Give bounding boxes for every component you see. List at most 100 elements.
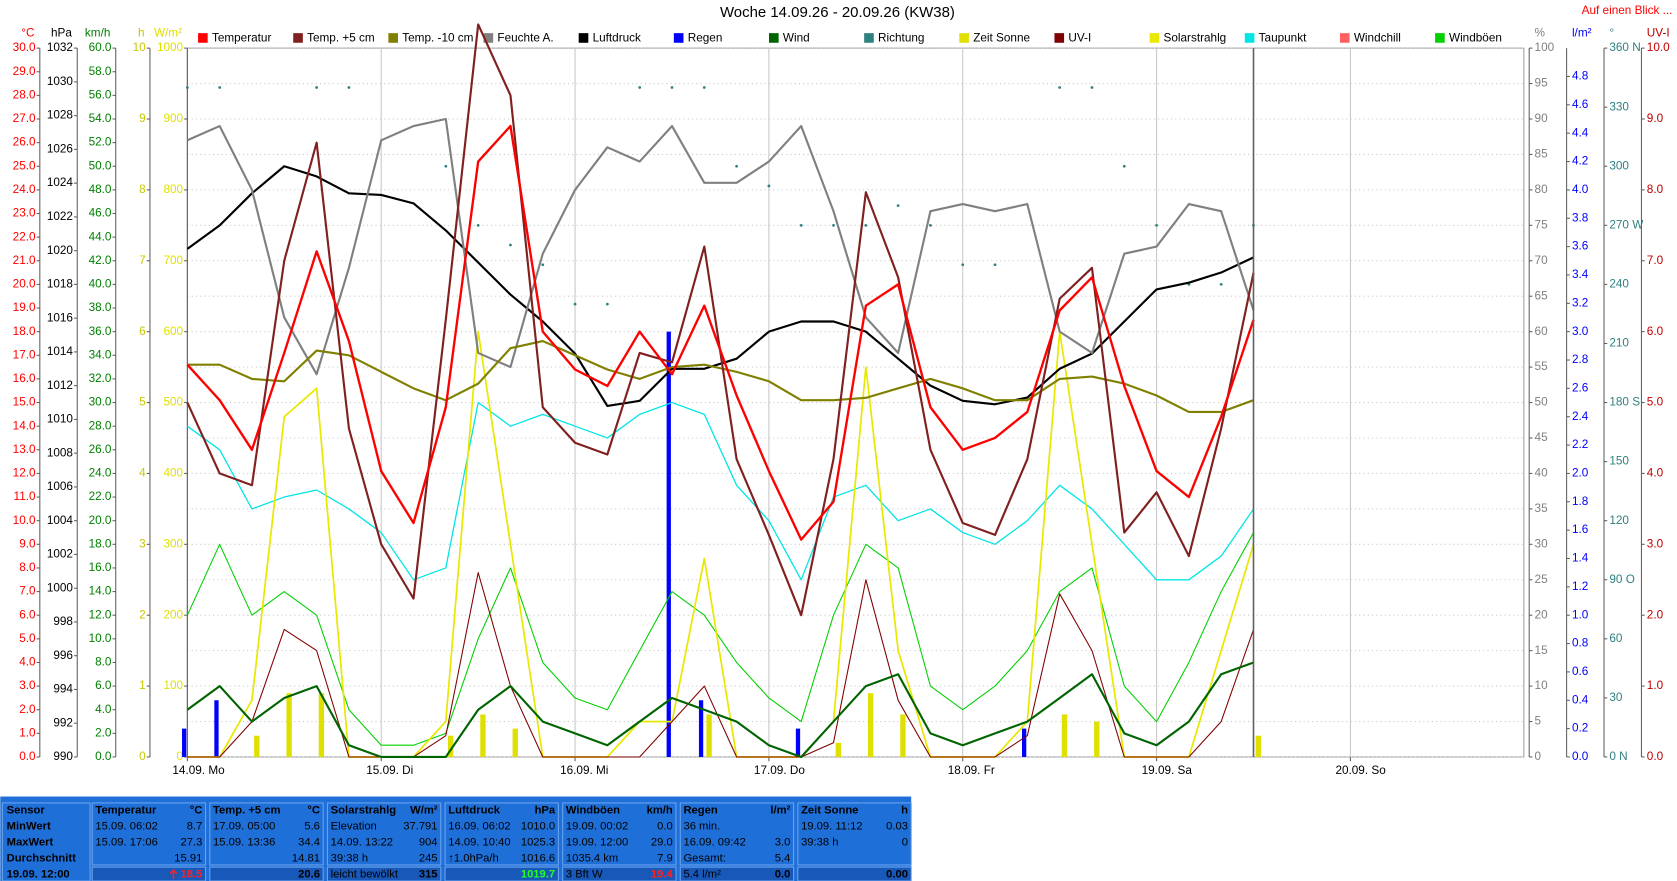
y-tick-label: 0.0 <box>19 750 36 763</box>
y-tick-label: 12.0 <box>89 608 112 621</box>
y-tick-label: 1.0 <box>1572 608 1589 621</box>
y-tick-label: 0 <box>177 750 184 763</box>
y-tick-label: 15.0 <box>13 396 36 409</box>
axis-title: °C <box>21 26 35 39</box>
y-tick-label: 600 <box>163 325 183 338</box>
direction-dot <box>896 204 900 208</box>
y-tick-label: 7.0 <box>1647 254 1664 267</box>
series-line <box>187 339 1254 414</box>
series-line <box>186 532 1255 746</box>
y-tick-label: 60.0 <box>89 41 112 54</box>
cell-value: 245 <box>419 853 438 865</box>
bar <box>318 693 325 757</box>
column-header: Windböen <box>566 804 620 816</box>
legend-label: Solarstrahlg <box>1164 32 1227 45</box>
cell-text: 14.09. 13:22 <box>331 836 393 848</box>
y-tick-label: 0.0 <box>95 750 112 763</box>
y-tick-label: 3.0 <box>19 679 36 692</box>
y-tick-label: 70 <box>1535 254 1549 267</box>
cell-value: 5.6 <box>304 820 320 832</box>
direction-dot <box>444 164 448 168</box>
y-tick-label: 38.0 <box>89 301 112 314</box>
table-corner: Sensor <box>7 804 46 816</box>
y-tick-label: 1.2 <box>1572 580 1588 593</box>
direction-dot <box>1155 223 1158 227</box>
legend-label: Temp. -10 cm <box>402 32 473 45</box>
column-unit: km/h <box>647 804 673 816</box>
y-tick-label: 8.0 <box>19 561 36 574</box>
direction-dot <box>735 164 738 168</box>
y-tick-label: 80 <box>1535 183 1549 196</box>
y-tick-label: 800 <box>163 183 183 196</box>
cell-value: 27.3 <box>180 836 202 848</box>
bar <box>1061 714 1068 757</box>
y-tick-label: 56.0 <box>89 88 112 101</box>
y-tick-label: 50 <box>1535 396 1549 409</box>
cell-value: 0.00 <box>886 869 908 881</box>
y-tick-label: 3 <box>139 537 146 550</box>
legend-label: Windböen <box>1449 32 1502 45</box>
x-tick-label: 14.09. Mo <box>172 764 225 777</box>
legend-label: UV-I <box>1068 32 1091 45</box>
direction-dot <box>1219 283 1223 286</box>
y-tick-label: 7 <box>139 254 146 267</box>
y-tick-label: 55 <box>1535 360 1549 373</box>
cell-value: 20.6 <box>298 869 320 881</box>
cell-text: 3 Bft W <box>566 869 603 881</box>
y-tick-label: 54.0 <box>89 112 112 125</box>
bar <box>867 693 874 757</box>
bar <box>835 742 841 757</box>
y-tick-label: 1026 <box>47 142 74 155</box>
y-tick-label: 40.0 <box>89 278 112 291</box>
y-tick-label: 1014 <box>47 345 74 358</box>
y-tick-label: 3.6 <box>1572 240 1589 253</box>
legend-swatch <box>864 33 874 43</box>
y-tick-label: 0 <box>1535 750 1542 763</box>
legend-label: Temperatur <box>212 32 272 45</box>
cell-text: 39:38 h <box>801 836 838 848</box>
legend-swatch <box>198 33 208 43</box>
legend-swatch <box>959 33 969 43</box>
cell-value: 7.9 <box>657 853 673 865</box>
y-tick-label: 52.0 <box>89 136 112 149</box>
y-tick-label: 27.0 <box>13 112 36 125</box>
cell-text: 15.09. 17:06 <box>95 836 157 848</box>
y-tick-label: 40 <box>1535 467 1549 480</box>
cell-text: 1035.4 km <box>566 853 618 865</box>
cell-value: 0 <box>902 836 908 848</box>
series-line <box>186 124 1255 541</box>
direction-dot <box>767 184 771 188</box>
y-tick-label: 35 <box>1535 502 1549 515</box>
y-tick-label: 10.0 <box>89 632 112 645</box>
cell <box>444 802 559 866</box>
y-tick-label: 26.0 <box>13 136 36 149</box>
y-tick-label: 5 <box>1535 715 1542 728</box>
cell <box>679 802 795 866</box>
direction-dot <box>347 86 351 89</box>
y-tick-label: 85 <box>1535 148 1549 161</box>
cell-text: Gesamt: <box>683 853 725 865</box>
cell-text: 14.09. 10:40 <box>448 836 510 848</box>
legend-swatch <box>483 33 494 43</box>
y-tick-label: 998 <box>53 615 73 628</box>
axis-title: % <box>1535 26 1546 39</box>
direction-dot <box>638 86 642 89</box>
y-tick-label: 48.0 <box>89 183 112 196</box>
overview-link[interactable]: Auf einen Blick ... <box>1582 4 1673 17</box>
legend-label: Windchill <box>1354 32 1401 45</box>
direction-dot <box>185 86 189 89</box>
row-label: 19.09. 12:00 <box>7 869 70 881</box>
legend-swatch <box>673 33 684 43</box>
axis-title: hPa <box>51 26 72 39</box>
y-tick-label: 29.0 <box>13 65 36 78</box>
y-tick-label: 30.0 <box>89 396 112 409</box>
direction-dot <box>509 243 512 247</box>
y-tick-label: 10 <box>1535 679 1549 692</box>
direction-dot <box>961 263 965 267</box>
y-tick-label: 1.6 <box>1572 523 1589 536</box>
direction-dot <box>993 263 997 267</box>
y-tick-label: 18.0 <box>13 325 36 338</box>
legend-swatch <box>1244 33 1255 43</box>
cell-value: 34.4 <box>298 836 320 848</box>
legend-label: Temp. +5 cm <box>307 32 375 45</box>
